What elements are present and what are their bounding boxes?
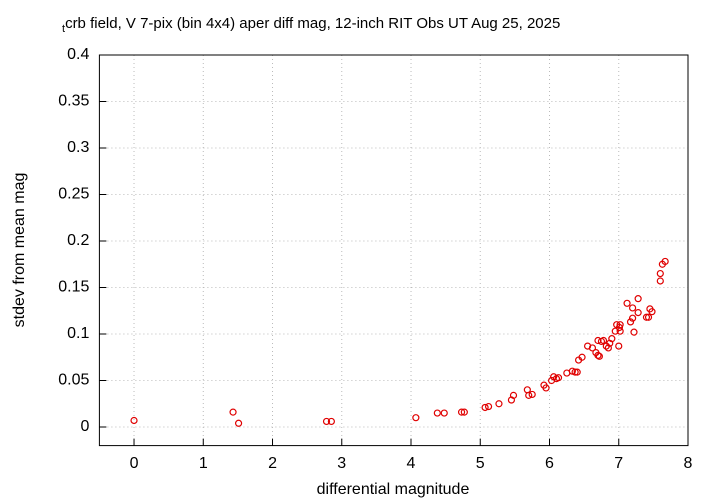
- x-tick-label: 7: [614, 455, 623, 472]
- point: [525, 391, 533, 399]
- point: [588, 344, 597, 352]
- point: [629, 304, 637, 312]
- point: [460, 408, 468, 416]
- point: [554, 374, 563, 382]
- point: [130, 416, 138, 425]
- title-main: crb field, V 7-pix (bin 4x4) aper diff m…: [65, 15, 560, 32]
- x-tick-label: 4: [407, 455, 416, 472]
- point: [457, 408, 466, 416]
- point: [623, 299, 631, 307]
- point: [595, 352, 603, 360]
- point: [599, 336, 608, 345]
- point: [629, 314, 637, 322]
- y-tick-label: 0.05: [58, 372, 89, 389]
- point: [229, 408, 237, 416]
- point: [594, 351, 602, 359]
- point: [481, 403, 489, 412]
- y-axis-label: stdev from mean mag: [11, 173, 28, 328]
- y-tick-label: 0.4: [67, 46, 89, 63]
- point: [615, 342, 623, 350]
- point: [644, 313, 653, 321]
- y-tick-label: 0.25: [58, 186, 89, 203]
- y-tick-label: 0.35: [58, 93, 89, 110]
- point: [604, 344, 612, 352]
- point: [642, 313, 651, 321]
- x-tick-label: 6: [545, 455, 554, 472]
- point: [433, 409, 441, 417]
- x-tick-label: 0: [130, 455, 139, 472]
- y-tick-label: 0.15: [58, 279, 89, 296]
- point: [626, 318, 635, 326]
- point: [656, 269, 664, 278]
- point: [327, 417, 335, 426]
- point: [322, 417, 331, 426]
- point: [578, 353, 586, 361]
- point: [495, 400, 503, 408]
- point: [412, 414, 420, 422]
- x-axis-label: differential magnitude: [317, 481, 470, 498]
- plot-frame: [98, 54, 689, 447]
- point: [661, 257, 669, 266]
- point: [571, 368, 579, 376]
- y-tick-label: 0.2: [67, 232, 89, 249]
- x-tick-label: 1: [199, 455, 208, 472]
- point: [648, 308, 656, 316]
- point: [611, 327, 619, 335]
- x-tick-label: 5: [476, 455, 485, 472]
- point: [542, 384, 550, 392]
- point: [528, 390, 536, 399]
- chart-title: tcrb field, V 7-pix (bin 4x4) aper diff …: [62, 15, 560, 35]
- y-tick-label: 0.1: [67, 325, 89, 342]
- y-tick-label: 0.3: [67, 139, 89, 156]
- point: [656, 277, 664, 285]
- x-tick-label: 2: [268, 455, 277, 472]
- point: [634, 309, 642, 317]
- point: [616, 327, 624, 335]
- point: [608, 335, 616, 343]
- x-tick-label: 3: [337, 455, 346, 472]
- point: [509, 391, 518, 399]
- x-tick-label: 8: [684, 455, 693, 472]
- y-tick-label: 0: [80, 418, 89, 435]
- point: [634, 295, 642, 303]
- point: [630, 328, 638, 336]
- point: [615, 323, 624, 332]
- point: [440, 409, 448, 417]
- point: [573, 368, 581, 376]
- point: [484, 402, 493, 411]
- title-prefix: t: [62, 23, 65, 35]
- point: [234, 419, 243, 427]
